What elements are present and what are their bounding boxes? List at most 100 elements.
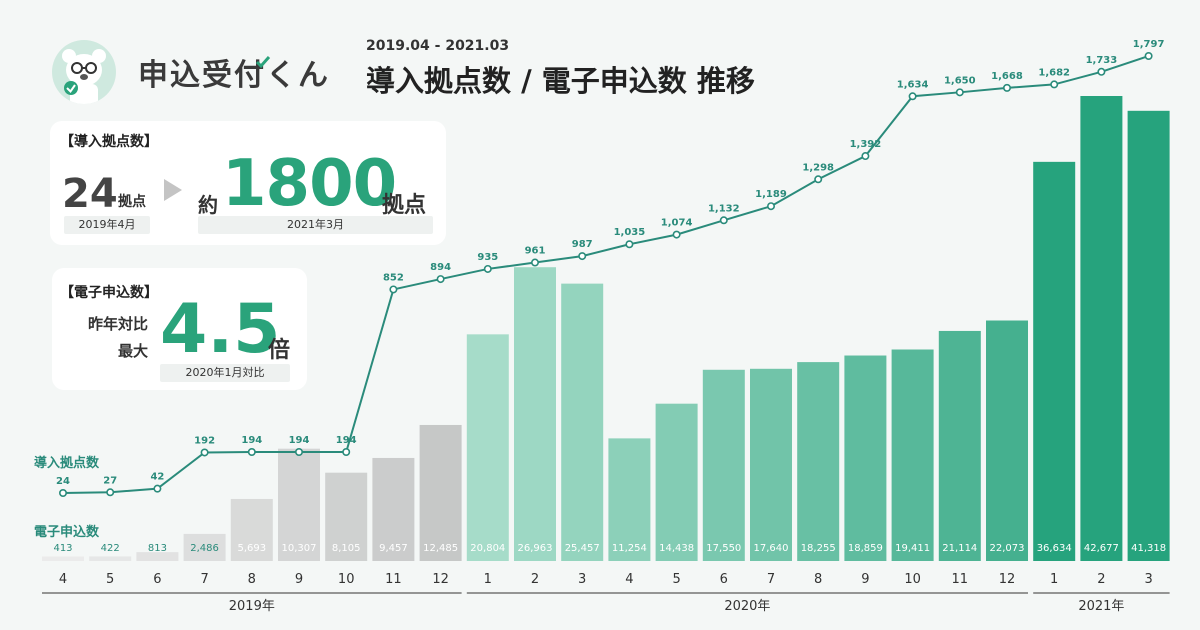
line-value-label: 42 (150, 472, 164, 483)
line-value-label: 24 (56, 476, 70, 487)
line-point (342, 447, 351, 456)
bar-value-label: 12,485 (423, 543, 458, 554)
bar (844, 355, 887, 561)
bar (372, 457, 415, 561)
bar (325, 472, 368, 561)
bar (986, 320, 1028, 561)
bar-value-label: 413 (53, 543, 72, 554)
x-tick-label: 11 (952, 572, 969, 587)
line-layer: 24 27 42 192 194 194 194 852 894 935 961 987 1,035 1,… (56, 39, 1165, 497)
line-point (625, 240, 634, 249)
x-tick-label: 7 (200, 572, 208, 587)
line-point (294, 447, 303, 456)
line-value-label: 935 (477, 252, 498, 263)
line-value-label: 192 (194, 435, 215, 446)
kpi-apps-line2: 最大 (118, 342, 149, 360)
line-value-label: 961 (525, 246, 546, 257)
bar (89, 556, 132, 561)
kpi-sites-start-unit: 拠点 (118, 194, 146, 210)
line-point (436, 275, 445, 284)
page-title: 導入拠点数 / 電子申込数 推移 (366, 64, 755, 98)
bar-value-label: 813 (148, 543, 167, 554)
bar-value-label: 10,307 (282, 543, 317, 554)
kpi-sites-start-value: 24 (62, 171, 118, 217)
line-value-label: 1,298 (802, 162, 834, 173)
line-point (247, 447, 256, 456)
bar-value-label: 17,640 (754, 543, 789, 554)
sites-line (62, 55, 1149, 494)
line-point (908, 92, 917, 101)
x-tick-label: 9 (295, 572, 303, 587)
bar (278, 448, 320, 561)
bar (419, 424, 462, 561)
bear-logo-icon (52, 40, 116, 104)
line-value-label: 1,132 (708, 203, 740, 214)
kpi-apps-line1: 昨年対比 (88, 315, 149, 333)
line-value-label: 1,035 (614, 227, 646, 238)
date-range: 2019.04 - 2021.03 (366, 38, 510, 54)
bar-value-label: 9,457 (379, 543, 408, 554)
line-point (106, 488, 115, 497)
line-value-label: 1,668 (991, 71, 1023, 82)
line-value-label: 1,189 (755, 189, 787, 200)
x-tick-label: 10 (904, 572, 921, 587)
line-point (578, 252, 587, 261)
kpi-sites-end-value: 1800 (222, 147, 397, 221)
line-point (861, 152, 870, 161)
x-tick-label: 4 (625, 572, 633, 587)
bar (655, 403, 698, 561)
bar-value-label: 11,254 (612, 543, 647, 554)
line-value-label: 1,392 (850, 139, 882, 150)
bar-value-label: 18,859 (848, 543, 883, 554)
bar-value-label: 20,804 (470, 543, 505, 554)
line-value-label: 987 (572, 239, 593, 250)
bar-value-label: 41,318 (1131, 543, 1166, 554)
x-tick-label: 10 (338, 572, 355, 587)
kpi-apps-unit: 倍 (268, 338, 291, 363)
bar-value-label: 8,105 (332, 543, 361, 554)
line-value-label: 194 (289, 435, 310, 446)
x-tick-label: 4 (59, 572, 67, 587)
x-tick-label: 8 (248, 572, 256, 587)
year-label: 2019年 (229, 599, 275, 614)
line-point (153, 484, 162, 493)
app-name: 申込受付くん (138, 58, 330, 93)
bar-value-label: 18,255 (801, 543, 836, 554)
bar (1127, 110, 1170, 562)
line-point (1002, 83, 1011, 92)
x-tick-label: 5 (106, 572, 114, 587)
bar-value-label: 21,114 (942, 543, 977, 554)
x-tick-label: 1 (1050, 572, 1058, 587)
bar (42, 556, 84, 561)
bar (608, 438, 651, 561)
bar (938, 330, 981, 561)
x-tick-label: 7 (767, 572, 775, 587)
bar-value-label: 2,486 (190, 543, 219, 554)
bar (1033, 161, 1076, 561)
line-value-label: 1,797 (1133, 39, 1165, 50)
year-label: 2021年 (1078, 599, 1124, 614)
bar (183, 533, 226, 561)
check-icon (255, 54, 271, 70)
series-label-sites: 導入拠点数 (34, 456, 100, 471)
bar-value-label: 22,073 (990, 543, 1025, 554)
line-value-label: 194 (241, 435, 262, 446)
kpi-sites-end-date: 2021年3月 (198, 216, 433, 234)
x-tick-label: 6 (720, 572, 728, 587)
x-tick-label: 3 (1144, 572, 1152, 587)
bar-value-label: 36,634 (1037, 543, 1072, 554)
arrow-right-icon (164, 179, 182, 205)
bar-labels-layer: 413 422 813 2,486 5,693 10,307 8,105 9,457 12,48… (53, 543, 1166, 554)
line-point (672, 230, 681, 239)
bar (561, 283, 604, 561)
line-value-label: 27 (103, 475, 117, 486)
line-point (719, 216, 728, 225)
bar (891, 349, 934, 561)
bar (136, 552, 179, 561)
x-tick-label: 1 (484, 572, 492, 587)
x-tick-label: 12 (999, 572, 1016, 587)
line-point (200, 448, 209, 457)
kpi-apps-tag: 【電子申込数】 (60, 285, 158, 301)
